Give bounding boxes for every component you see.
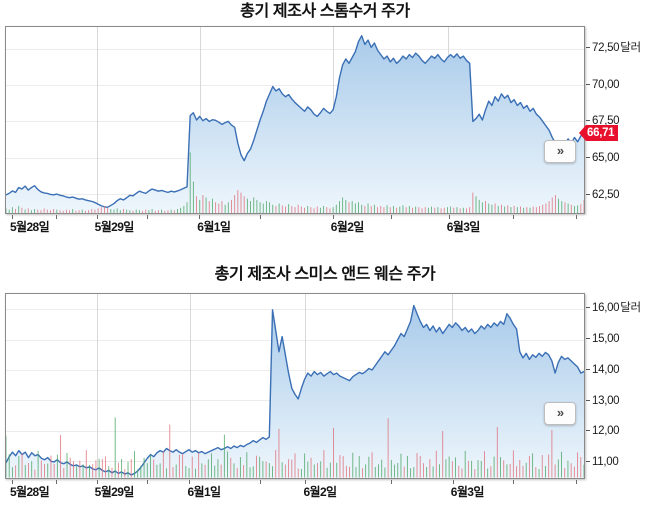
badge-arrow bbox=[579, 125, 586, 142]
tick-mark bbox=[448, 215, 450, 219]
y-axis-tick: 14,00 bbox=[586, 363, 620, 377]
y-axis-tick-label: 65,00 bbox=[592, 152, 620, 165]
tick-mark bbox=[305, 480, 307, 484]
y-axis-tick-label: 15,00 bbox=[592, 333, 620, 346]
tick-mark bbox=[11, 215, 13, 219]
tick-mark-minor bbox=[512, 215, 514, 219]
y-axis-tick-label: 11,00 bbox=[592, 456, 619, 469]
volume-series bbox=[6, 150, 584, 213]
tick-mark-minor bbox=[576, 215, 578, 219]
chart-title: 총기 제조사 스미스 앤드 웨슨 주가 bbox=[214, 266, 436, 283]
tick-mark bbox=[452, 480, 454, 484]
tick-mark bbox=[586, 157, 590, 159]
tick-mark bbox=[189, 480, 191, 484]
gridline-vertical bbox=[97, 294, 99, 478]
gridline-horizontal bbox=[6, 370, 584, 372]
x-axis-tick-label: 6월3일 bbox=[446, 220, 481, 234]
x-axis-tick-label: 6월2일 bbox=[303, 485, 337, 499]
price-area-fill bbox=[6, 305, 584, 478]
tick-mark-minor bbox=[260, 480, 262, 484]
plot-frame bbox=[5, 26, 585, 214]
x-axis-tick-label: 6월1일 bbox=[197, 220, 231, 234]
x-axis: 5월28일 5월29일 6월1일 6월2일 6월3일 bbox=[5, 215, 585, 237]
plot-frame bbox=[5, 293, 585, 479]
price-series bbox=[6, 27, 584, 213]
next-period-button[interactable]: » bbox=[544, 140, 576, 163]
plot-area bbox=[5, 26, 585, 214]
tick-mark bbox=[96, 480, 98, 484]
y-axis-tick-label: 13,00 bbox=[592, 394, 620, 407]
chart-panel-1: 총기 제조사 스미스 앤드 웨슨 주가 » 16,00달러 15,00 14,00 13,… bbox=[0, 260, 650, 517]
y-axis-tick: 12,00 bbox=[586, 424, 620, 438]
tick-mark-minor bbox=[56, 480, 58, 484]
y-axis-tick: 11,00 bbox=[586, 455, 619, 469]
price-line bbox=[6, 36, 584, 207]
y-axis-tick-label: 16,00 bbox=[592, 302, 620, 315]
volume-series bbox=[6, 415, 584, 478]
gridline-vertical bbox=[189, 294, 191, 478]
current-price-value: 66,71 bbox=[586, 125, 619, 142]
tick-mark bbox=[586, 430, 590, 432]
y-axis-tick-label: 14,00 bbox=[592, 363, 620, 376]
tick-mark-minor bbox=[390, 480, 392, 484]
current-price-badge: 66,71 bbox=[579, 125, 619, 142]
tick-mark-minor bbox=[576, 480, 578, 484]
tick-mark-minor bbox=[390, 215, 392, 219]
gridline-horizontal bbox=[6, 48, 584, 50]
y-axis-tick-label: 67,50 bbox=[592, 115, 620, 128]
x-axis-tick-label: 6월2일 bbox=[330, 220, 365, 234]
x-axis-tick-label: 6월3일 bbox=[450, 485, 485, 499]
tick-mark bbox=[586, 461, 590, 463]
tick-mark bbox=[586, 338, 590, 340]
tick-mark bbox=[586, 399, 590, 401]
tick-mark bbox=[11, 480, 13, 484]
tick-mark-minor bbox=[260, 215, 262, 219]
tick-mark bbox=[199, 215, 201, 219]
tick-mark-minor bbox=[147, 480, 149, 484]
y-axis-tick: 62,50 bbox=[586, 188, 620, 202]
y-axis-unit-label: 달러 bbox=[620, 302, 641, 315]
chart-panel-0: 총기 제조사 스톰수거 주가 » 72,50달러 70,00 67,50 65,00 62,… bbox=[0, 0, 650, 248]
y-axis-tick-label: 12,00 bbox=[592, 425, 620, 438]
y-axis-unit-label: 달러 bbox=[620, 42, 641, 55]
tick-mark-minor bbox=[147, 215, 149, 219]
y-axis: 16,00달러 15,00 14,00 13,00 12,00 11,00 bbox=[586, 293, 650, 479]
gridline-horizontal bbox=[6, 85, 584, 87]
y-axis-tick: 16,00달러 bbox=[586, 301, 641, 315]
y-axis-tick: 70,00 bbox=[586, 78, 620, 92]
y-axis-tick: 72,50달러 bbox=[586, 41, 641, 55]
tick-mark bbox=[586, 83, 590, 85]
tick-mark bbox=[96, 215, 98, 219]
gridline-vertical bbox=[97, 27, 99, 213]
x-axis-tick-label: 5월29일 bbox=[94, 485, 135, 499]
gridline-horizontal bbox=[6, 309, 584, 311]
tick-mark bbox=[586, 193, 590, 195]
y-axis-tick: 67,50 bbox=[586, 114, 620, 128]
chart-title: 총기 제조사 스톰수거 주가 bbox=[240, 3, 410, 20]
x-axis-tick-label: 6월1일 bbox=[187, 485, 221, 499]
plot-area bbox=[5, 293, 585, 479]
x-axis-tick-label: 5월28일 bbox=[9, 485, 50, 499]
tick-mark-minor bbox=[56, 215, 58, 219]
tick-mark bbox=[586, 120, 590, 122]
tick-mark bbox=[332, 215, 334, 219]
y-axis-tick-label: 70,00 bbox=[592, 78, 620, 91]
tick-mark-minor bbox=[512, 480, 514, 484]
y-axis-tick: 15,00 bbox=[586, 332, 620, 346]
x-axis-tick-label: 5월29일 bbox=[94, 220, 135, 234]
gridline-horizontal bbox=[6, 339, 584, 341]
tick-mark bbox=[586, 47, 590, 48]
x-axis-tick-label: 5월28일 bbox=[9, 220, 50, 234]
y-axis-tick: 65,00 bbox=[586, 151, 620, 165]
tick-mark bbox=[586, 307, 590, 309]
price-area-fill bbox=[6, 35, 584, 213]
x-axis: 5월28일 5월29일 6월1일 6월2일 6월3일 bbox=[5, 480, 585, 502]
y-axis-tick-label: 62,50 bbox=[592, 188, 620, 201]
next-period-button[interactable]: » bbox=[544, 402, 576, 425]
y-axis: 72,50달러 70,00 67,50 65,00 62,50 bbox=[586, 26, 650, 214]
y-axis-tick-label: 72,50 bbox=[592, 42, 620, 55]
tick-mark bbox=[586, 368, 590, 370]
y-axis-tick: 13,00 bbox=[586, 394, 620, 408]
